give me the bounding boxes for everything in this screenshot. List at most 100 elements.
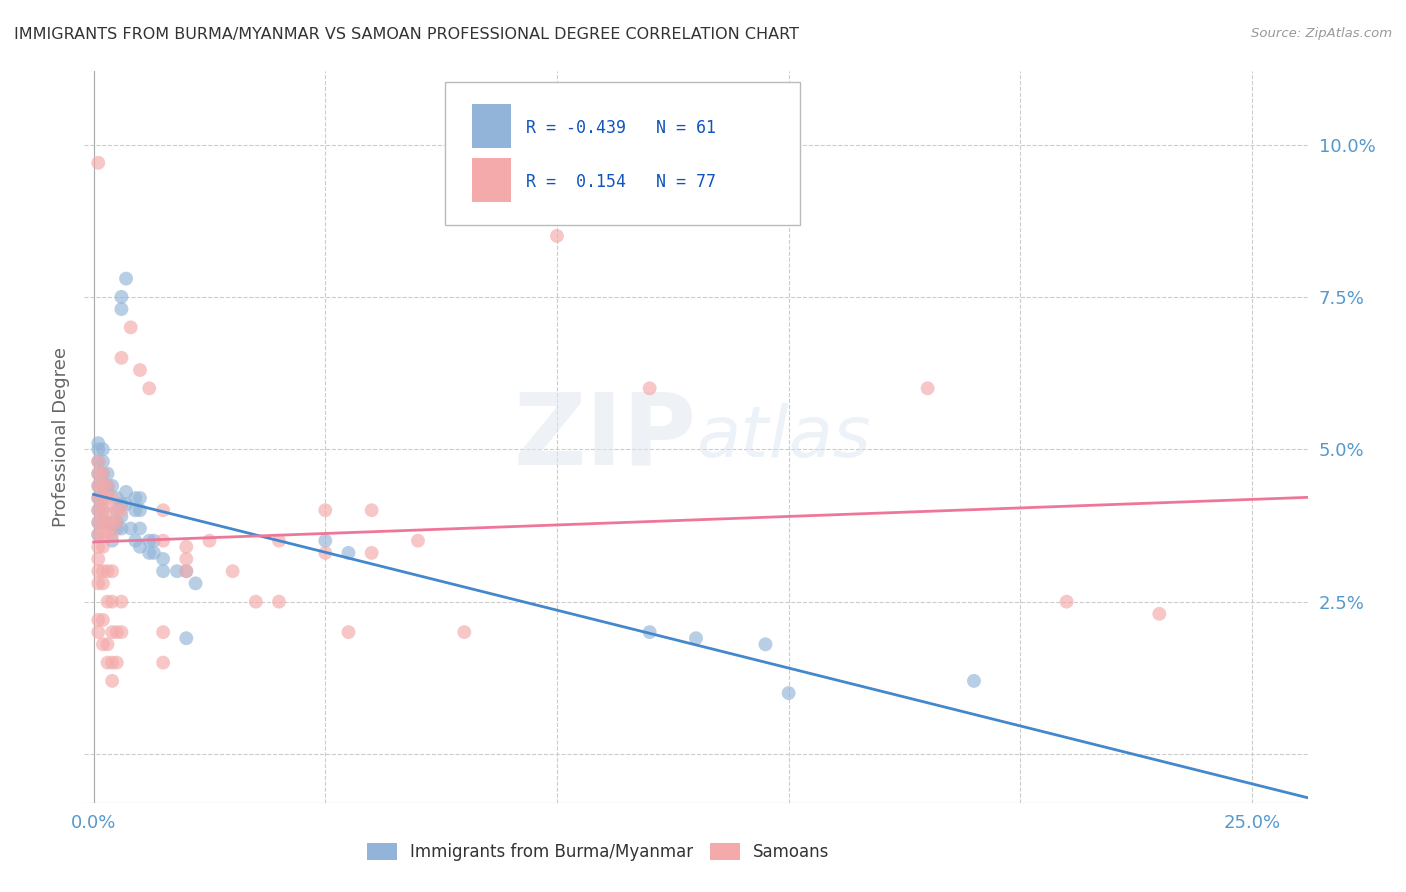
Point xyxy=(124,491,146,505)
Point xyxy=(96,516,118,530)
Point xyxy=(120,521,142,535)
Point xyxy=(101,673,124,688)
Point xyxy=(87,479,110,493)
Text: atlas: atlas xyxy=(696,402,870,472)
Point xyxy=(96,503,118,517)
Point xyxy=(963,673,986,688)
Point xyxy=(96,527,118,541)
Point xyxy=(101,594,124,608)
Point xyxy=(91,516,114,530)
Point xyxy=(638,625,661,640)
Point xyxy=(166,564,188,578)
Point xyxy=(142,546,165,560)
Point xyxy=(105,516,128,530)
Point xyxy=(87,552,110,566)
Point xyxy=(638,381,661,395)
Point xyxy=(96,485,118,500)
Point xyxy=(110,625,132,640)
Point xyxy=(91,479,114,493)
Point xyxy=(96,491,118,505)
Point xyxy=(110,594,132,608)
Point xyxy=(91,540,114,554)
Point xyxy=(87,625,110,640)
Point xyxy=(87,491,110,505)
Point xyxy=(87,436,110,450)
Point xyxy=(87,503,110,517)
Point xyxy=(138,533,160,548)
Point xyxy=(174,564,197,578)
Point xyxy=(91,516,114,530)
Point xyxy=(152,552,174,566)
Point xyxy=(778,686,800,700)
Point xyxy=(1056,594,1078,608)
Point xyxy=(105,503,128,517)
Point xyxy=(105,503,128,517)
Point xyxy=(105,625,128,640)
Point xyxy=(91,564,114,578)
Point xyxy=(917,381,939,395)
Point xyxy=(91,467,114,481)
Point xyxy=(314,546,336,560)
Point xyxy=(152,503,174,517)
Point xyxy=(91,576,114,591)
Point xyxy=(115,497,138,511)
Point xyxy=(96,516,118,530)
Point xyxy=(105,656,128,670)
Point xyxy=(105,516,128,530)
Point xyxy=(87,527,110,541)
Point xyxy=(91,491,114,505)
FancyBboxPatch shape xyxy=(446,82,800,225)
Point xyxy=(101,521,124,535)
Point xyxy=(152,533,174,548)
Point xyxy=(87,479,110,493)
Point xyxy=(129,503,152,517)
Point xyxy=(91,503,114,517)
Point xyxy=(115,485,138,500)
Point xyxy=(124,533,146,548)
Point xyxy=(87,613,110,627)
Point xyxy=(101,479,124,493)
Point xyxy=(96,479,118,493)
Point xyxy=(221,564,243,578)
Point xyxy=(105,521,128,535)
Point xyxy=(245,594,267,608)
Point xyxy=(87,467,110,481)
Point xyxy=(87,576,110,591)
Point xyxy=(174,540,197,554)
Point xyxy=(87,516,110,530)
Point xyxy=(129,491,152,505)
Point xyxy=(110,351,132,365)
Point xyxy=(101,516,124,530)
Point xyxy=(142,533,165,548)
Point xyxy=(91,527,114,541)
Point xyxy=(91,479,114,493)
Point xyxy=(101,625,124,640)
FancyBboxPatch shape xyxy=(472,104,512,148)
Point xyxy=(91,442,114,457)
Point xyxy=(110,497,132,511)
Point xyxy=(129,521,152,535)
Point xyxy=(267,594,290,608)
Point xyxy=(91,454,114,468)
Point xyxy=(337,625,360,640)
Point xyxy=(101,516,124,530)
FancyBboxPatch shape xyxy=(472,158,512,202)
Point xyxy=(152,625,174,640)
Point xyxy=(87,467,110,481)
Point xyxy=(105,491,128,505)
Point xyxy=(87,516,110,530)
Point xyxy=(110,503,132,517)
Point xyxy=(453,625,475,640)
Point xyxy=(110,301,132,317)
Point xyxy=(138,381,160,395)
Point xyxy=(174,552,197,566)
Point xyxy=(96,637,118,651)
Point xyxy=(87,454,110,468)
Point xyxy=(198,533,221,548)
Point xyxy=(138,546,160,560)
Point xyxy=(115,271,138,285)
Point xyxy=(110,521,132,535)
Point xyxy=(754,637,776,651)
Y-axis label: Professional Degree: Professional Degree xyxy=(52,347,70,527)
Point xyxy=(406,533,429,548)
